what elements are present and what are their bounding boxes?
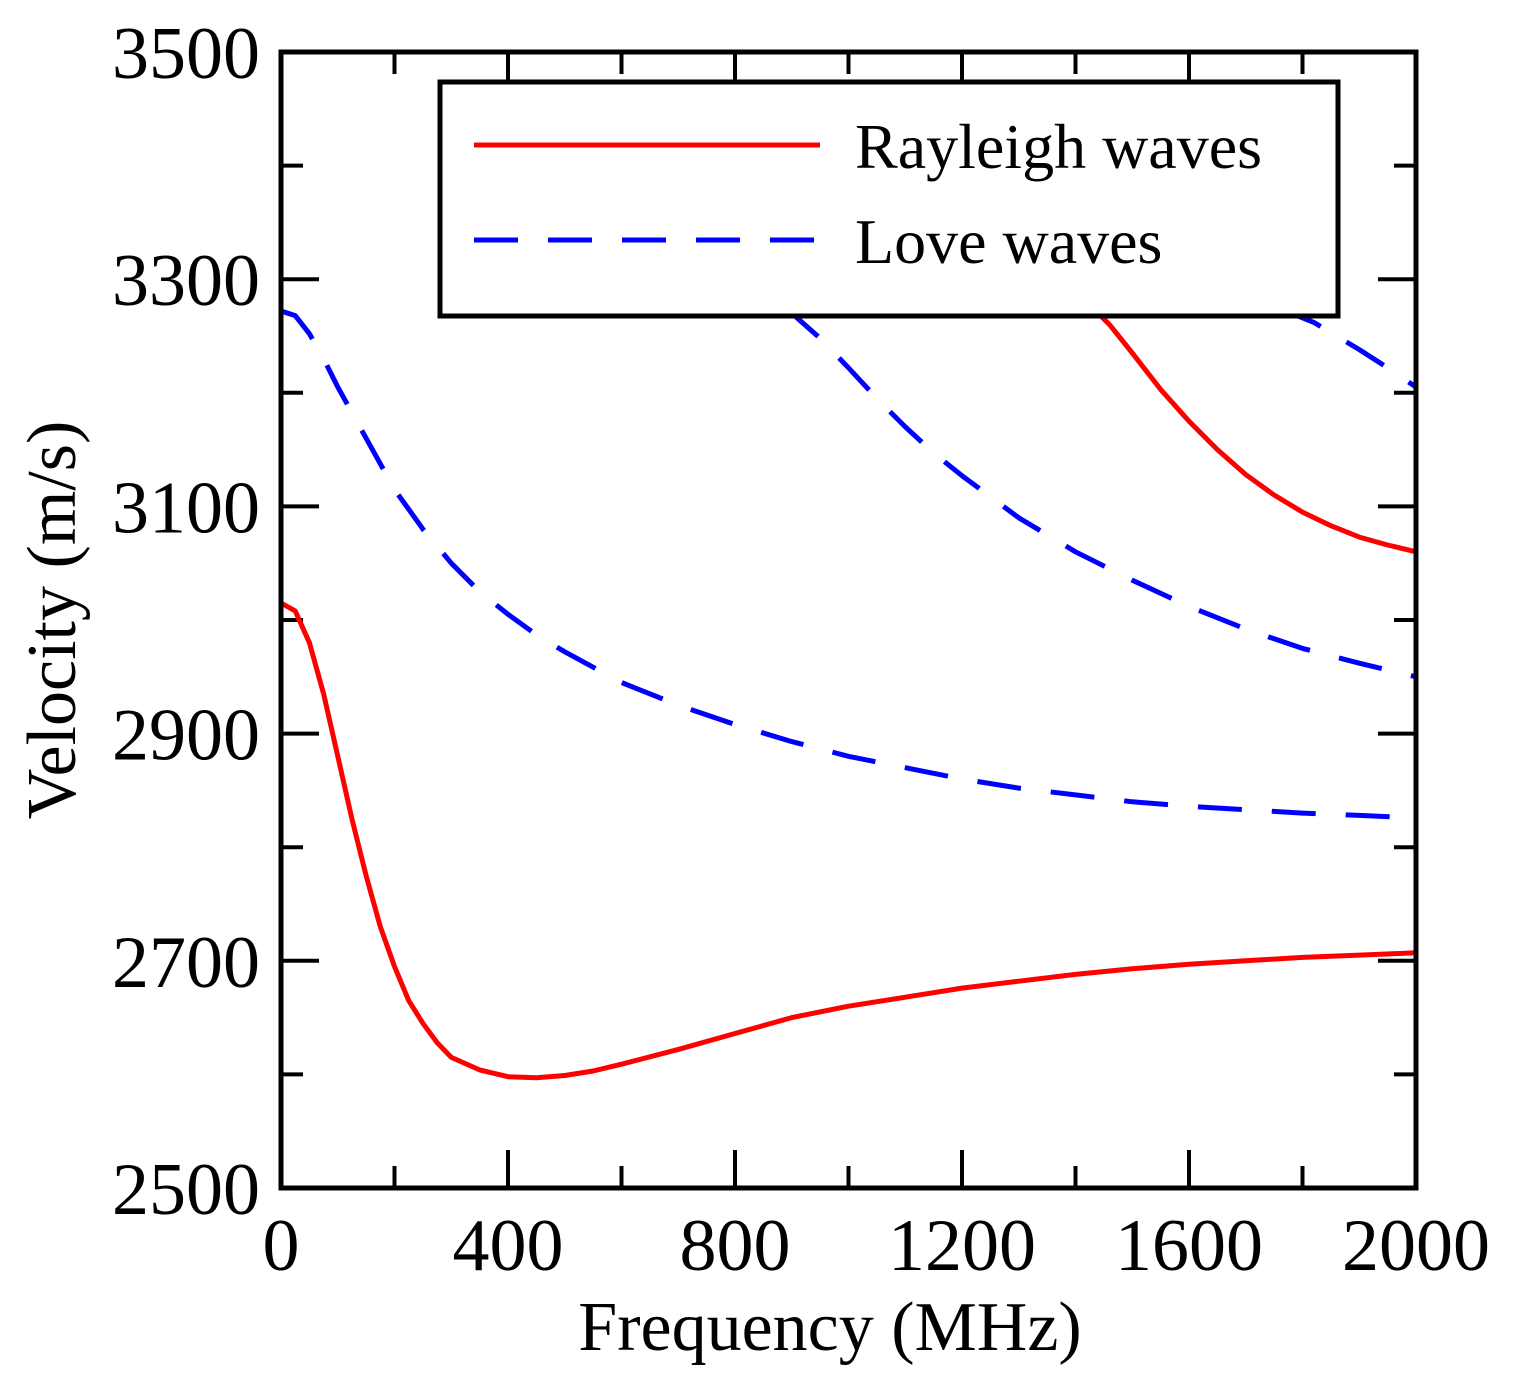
data-series [279, 308, 1418, 1081]
y-tick-labels: 2500 2700 2900 3100 3300 3500 [112, 13, 260, 1231]
x-tick-label: 1200 [888, 1205, 1036, 1287]
x-tick-label: 400 [453, 1205, 564, 1287]
rayleigh-waves-curve [1086, 308, 1417, 555]
love-waves-curve [1279, 308, 1418, 390]
y-axis-title: Velocity (m/s) [14, 421, 91, 820]
y-tick-label: 3100 [112, 467, 260, 549]
plot-frame [278, 49, 1419, 1191]
y-tick-label: 3300 [112, 240, 260, 322]
x-axis-title: Frequency (MHz) [578, 1289, 1081, 1366]
legend-box [437, 79, 1341, 319]
y-tick-label: 2500 [112, 1149, 260, 1231]
y-tick-label: 2900 [112, 695, 260, 777]
y-tick-label: 3500 [112, 13, 260, 95]
x-tick-label: 800 [680, 1205, 791, 1287]
x-tick-label: 0 [263, 1205, 300, 1287]
x-tick-labels: 0 400 800 1200 1600 2000 [263, 1205, 1491, 1287]
rayleigh-waves-curve [279, 600, 1417, 1081]
y-tick-label: 2700 [112, 922, 260, 1004]
x-tick-label: 1600 [1115, 1205, 1263, 1287]
x-tick-label: 2000 [1342, 1205, 1490, 1287]
axis-ticks [281, 52, 1416, 1188]
love-waves-curve [782, 308, 1417, 680]
legend-label-rayleigh: Rayleigh waves [855, 111, 1262, 182]
love-waves-curve [280, 308, 1411, 821]
legend-label-love: Love waves [855, 206, 1162, 277]
legend: Rayleigh waves Love waves [437, 79, 1341, 319]
